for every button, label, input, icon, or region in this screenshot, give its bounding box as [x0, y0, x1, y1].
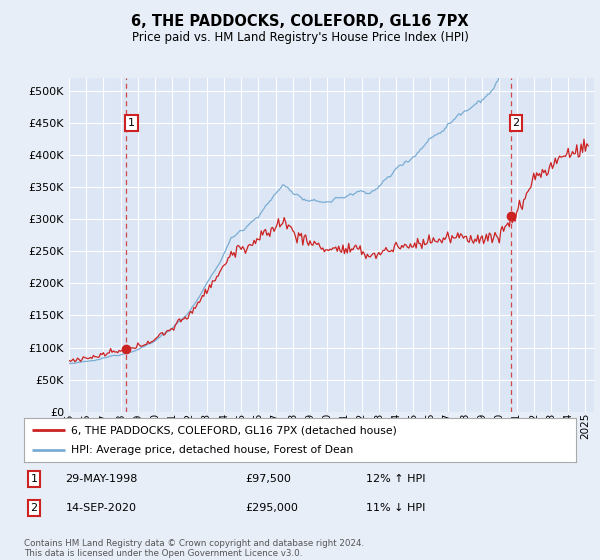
- Text: 29-MAY-1998: 29-MAY-1998: [65, 474, 138, 484]
- Text: £97,500: £97,500: [245, 474, 290, 484]
- Text: 6, THE PADDOCKS, COLEFORD, GL16 7PX (detached house): 6, THE PADDOCKS, COLEFORD, GL16 7PX (det…: [71, 425, 397, 435]
- Text: 2: 2: [512, 118, 520, 128]
- Text: 1: 1: [31, 474, 37, 484]
- Text: 12% ↑ HPI: 12% ↑ HPI: [366, 474, 426, 484]
- Text: 2: 2: [31, 503, 37, 513]
- Text: 11% ↓ HPI: 11% ↓ HPI: [366, 503, 425, 513]
- Text: Contains HM Land Registry data © Crown copyright and database right 2024.
This d: Contains HM Land Registry data © Crown c…: [24, 539, 364, 558]
- Text: 6, THE PADDOCKS, COLEFORD, GL16 7PX: 6, THE PADDOCKS, COLEFORD, GL16 7PX: [131, 14, 469, 29]
- Text: HPI: Average price, detached house, Forest of Dean: HPI: Average price, detached house, Fore…: [71, 445, 353, 455]
- Text: Price paid vs. HM Land Registry's House Price Index (HPI): Price paid vs. HM Land Registry's House …: [131, 31, 469, 44]
- Text: 1: 1: [128, 118, 135, 128]
- Text: £295,000: £295,000: [245, 503, 298, 513]
- Text: 14-SEP-2020: 14-SEP-2020: [65, 503, 136, 513]
